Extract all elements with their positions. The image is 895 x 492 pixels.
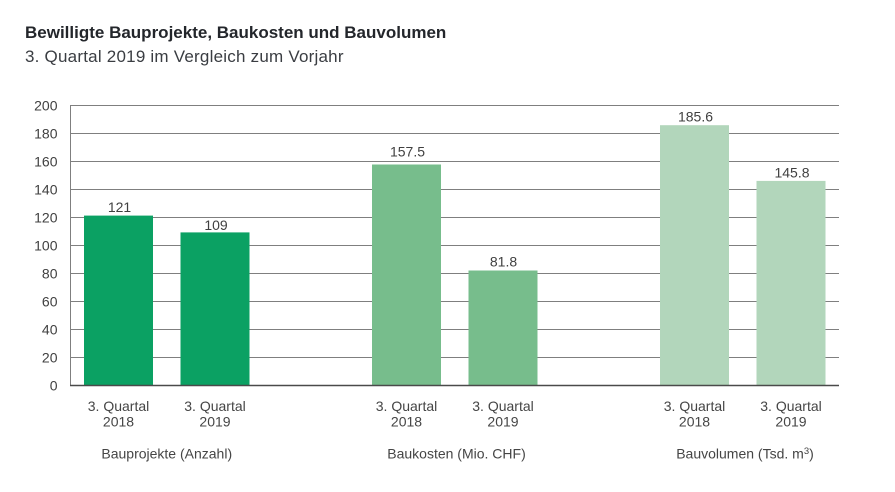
svg-text:2019: 2019 [775, 414, 806, 430]
svg-text:3. Quartal 2019 im Vergleich z: 3. Quartal 2019 im Vergleich zum Vorjahr [25, 47, 344, 66]
svg-text:185.6: 185.6 [678, 108, 713, 124]
svg-text:140: 140 [34, 182, 58, 198]
svg-text:2019: 2019 [487, 414, 518, 430]
svg-text:2018: 2018 [103, 414, 134, 430]
svg-text:2018: 2018 [679, 414, 710, 430]
svg-text:2019: 2019 [199, 414, 230, 430]
svg-text:100: 100 [34, 238, 58, 254]
svg-text:109: 109 [204, 217, 228, 233]
svg-text:3. Quartal: 3. Quartal [664, 398, 725, 414]
svg-text:120: 120 [34, 210, 58, 226]
svg-text:80: 80 [42, 266, 58, 282]
svg-text:3. Quartal: 3. Quartal [760, 398, 821, 414]
svg-text:Bauprojekte (Anzahl): Bauprojekte (Anzahl) [101, 445, 232, 461]
svg-text:2018: 2018 [391, 414, 422, 430]
svg-text:3. Quartal: 3. Quartal [88, 398, 149, 414]
svg-text:157.5: 157.5 [390, 144, 425, 160]
svg-text:121: 121 [108, 199, 132, 215]
svg-text:20: 20 [42, 350, 58, 366]
svg-text:0: 0 [50, 378, 58, 394]
svg-text:Baukosten (Mio. CHF): Baukosten (Mio. CHF) [387, 445, 525, 461]
svg-text:3. Quartal: 3. Quartal [184, 398, 245, 414]
svg-text:Bauvolumen (Tsd. m3): Bauvolumen (Tsd. m3) [676, 445, 814, 461]
svg-text:40: 40 [42, 322, 58, 338]
svg-text:3. Quartal: 3. Quartal [472, 398, 533, 414]
svg-text:145.8: 145.8 [774, 165, 809, 181]
svg-text:81.8: 81.8 [490, 253, 517, 269]
svg-text:180: 180 [34, 126, 58, 142]
svg-text:200: 200 [34, 98, 58, 114]
svg-text:3. Quartal: 3. Quartal [376, 398, 437, 414]
svg-text:160: 160 [34, 154, 58, 170]
svg-text:Bewilligte Bauprojekte, Baukos: Bewilligte Bauprojekte, Baukosten und Ba… [25, 23, 446, 42]
svg-text:60: 60 [42, 294, 58, 310]
